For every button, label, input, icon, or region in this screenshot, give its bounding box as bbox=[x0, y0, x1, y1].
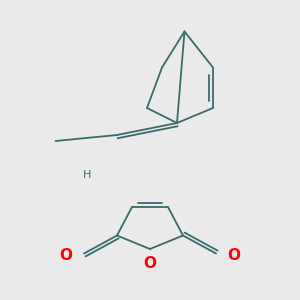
Text: O: O bbox=[227, 248, 241, 263]
Text: O: O bbox=[59, 248, 73, 263]
Text: H: H bbox=[83, 170, 91, 181]
Text: O: O bbox=[143, 256, 157, 272]
